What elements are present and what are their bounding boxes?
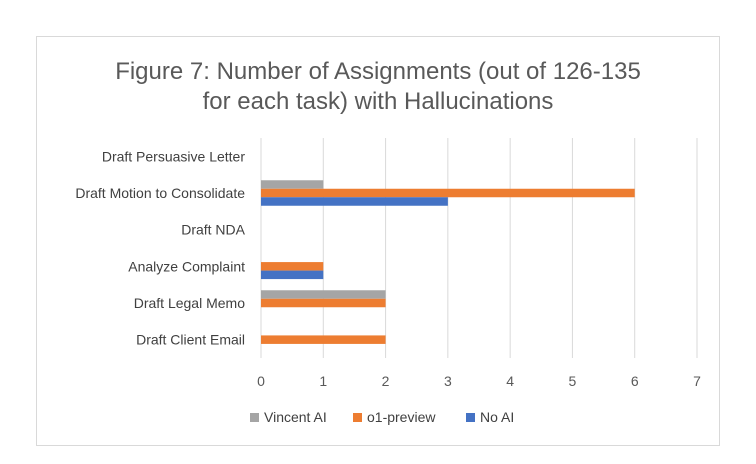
category-label: Analyze Complaint (128, 258, 245, 274)
x-tick-label-6: 6 (631, 373, 639, 389)
category-label: Draft Legal Memo (134, 295, 245, 311)
x-tick-label-0: 0 (257, 373, 265, 389)
chart-frame: Figure 7: Number of Assignments (out of … (36, 36, 720, 446)
x-tick-label-3: 3 (444, 373, 452, 389)
legend: Vincent AI o1-preview No AI (250, 409, 514, 425)
x-tick-label-4: 4 (506, 373, 514, 389)
chart-title-line-2: for each task) with Hallucinations (203, 88, 554, 115)
category-label: Draft Client Email (136, 332, 245, 348)
legend-swatch-o1-preview (353, 413, 362, 422)
category-label: Draft Persuasive Letter (102, 148, 246, 164)
legend-label-o1-preview: o1-preview (367, 409, 436, 425)
x-tick-label-2: 2 (382, 373, 390, 389)
x-tick-label-7: 7 (693, 373, 701, 389)
legend-swatch-vincent-ai (250, 413, 259, 422)
category-labels: Draft Persuasive Letter Draft Motion to C… (75, 148, 245, 347)
legend-label-no-ai: No AI (480, 409, 514, 425)
bars (261, 180, 635, 344)
bar-vincent-ai-4 (261, 290, 386, 299)
category-label: Draft Motion to Consolidate (75, 185, 245, 201)
gridlines (260, 138, 698, 358)
x-tick-label-1: 1 (319, 373, 327, 389)
bar-vincent-ai-1 (261, 180, 324, 189)
bar-o1-preview-1 (261, 188, 635, 198)
bar-no-ai-1 (261, 197, 448, 206)
chart-title-line-1: Figure 7: Number of Assignments (out of … (115, 58, 641, 85)
x-tick-label-5: 5 (569, 373, 577, 389)
x-tick-labels: 0 1 2 3 4 5 6 7 (257, 373, 701, 389)
legend-swatch-no-ai (466, 413, 475, 422)
legend-label-vincent-ai: Vincent AI (264, 409, 327, 425)
bar-o1-preview-3 (261, 262, 324, 271)
bar-o1-preview-5 (261, 335, 386, 344)
bar-no-ai-3 (261, 270, 324, 280)
bar-o1-preview-4 (261, 298, 386, 308)
category-label: Draft NDA (181, 222, 245, 238)
